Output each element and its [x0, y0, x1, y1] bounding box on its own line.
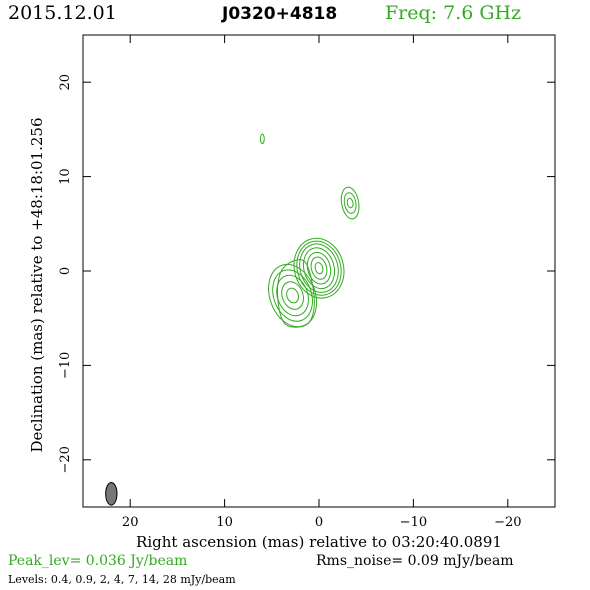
- contour-line: [314, 262, 324, 275]
- y-tick-label: −10: [58, 352, 73, 379]
- beam-ellipse: [105, 481, 118, 506]
- contour-line: [340, 186, 360, 220]
- y-tick-label: 0: [58, 267, 73, 275]
- x-axis-title: Right ascension (mas) relative to 03:20:…: [136, 533, 502, 551]
- contour-line: [272, 269, 313, 322]
- contour-line: [259, 133, 265, 145]
- header-frequency: Freq: 7.6 GHz: [385, 2, 522, 24]
- x-tick-label: 10: [216, 515, 233, 530]
- contour-line: [306, 251, 332, 285]
- contour-levels: Levels: 0.4, 0.9, 2, 4, 7, 14, 28 mJy/be…: [8, 573, 236, 586]
- contour-line: [293, 237, 345, 299]
- rms-noise: Rms_noise= 0.09 mJy/beam: [316, 553, 514, 569]
- contour-line: [299, 243, 339, 293]
- header-date: 2015.12.01: [8, 2, 117, 24]
- y-axis-title: Declination (mas) relative to +48:18:01.…: [28, 117, 46, 452]
- contour-line: [286, 287, 299, 304]
- contour-line: [281, 281, 304, 310]
- x-tick-label: 0: [315, 515, 323, 530]
- peak-level: Peak_lev= 0.036 Jy/beam: [8, 553, 188, 569]
- x-tick-label: −20: [494, 515, 521, 530]
- y-tick-label: 20: [58, 74, 73, 91]
- y-tick-label: 10: [58, 168, 73, 185]
- contour-line: [302, 247, 336, 290]
- x-tick-label: −10: [400, 515, 427, 530]
- contour-line: [268, 263, 318, 328]
- y-tick-label: −20: [58, 446, 73, 473]
- contour-line: [276, 274, 309, 317]
- axis-ticks: 20 10 0 −10 −20 −20 −10 0 10 20: [58, 35, 555, 530]
- beam-ellipse-group: [105, 481, 118, 506]
- x-tick-label: 20: [122, 515, 139, 530]
- contour-line: [346, 197, 354, 209]
- contour-line: [310, 256, 328, 280]
- header-source-name: J0320+4818: [222, 4, 338, 24]
- contour-lines: [259, 133, 360, 328]
- contour-line: [296, 240, 342, 296]
- contour-line: [343, 192, 357, 214]
- plot-frame: [82, 34, 556, 508]
